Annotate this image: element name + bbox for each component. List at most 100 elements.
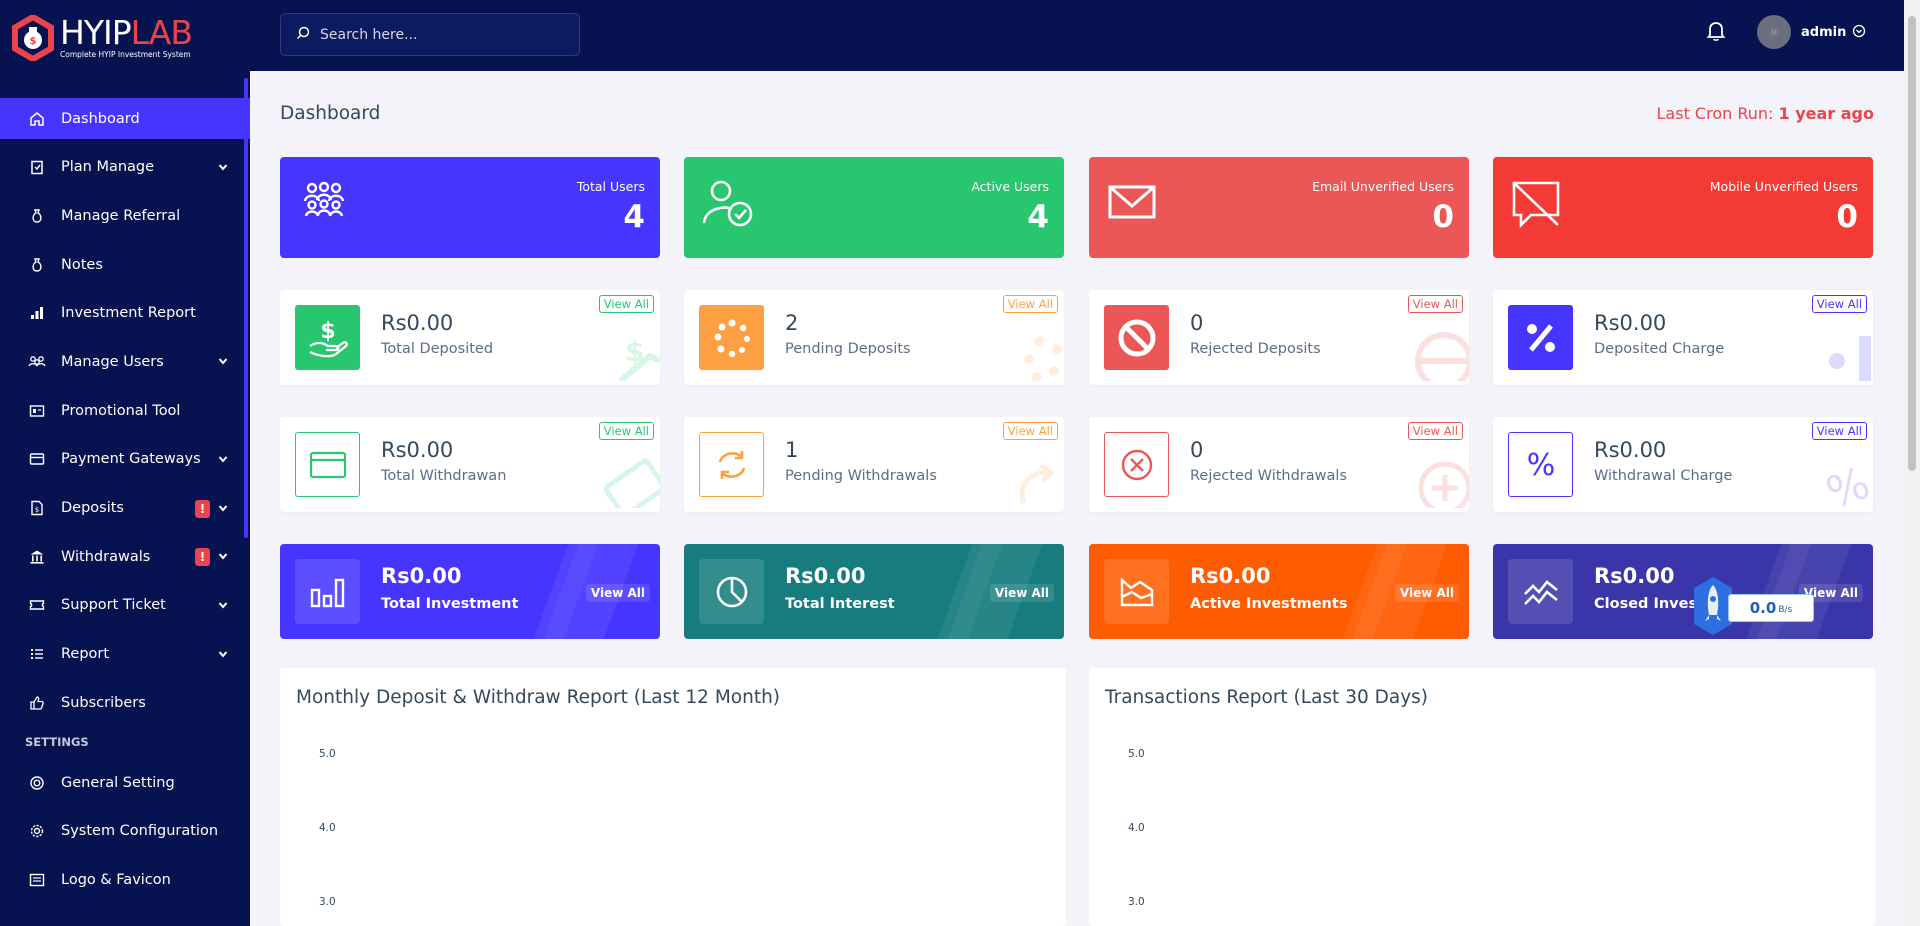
sidebar-item-label: Manage Referral [61, 207, 181, 224]
sidebar-item-label: Subscribers [61, 694, 146, 711]
search-input[interactable] [320, 26, 560, 43]
sidebar-item-payment-gateways[interactable]: Payment Gateways [0, 439, 250, 480]
widget-label: Active Investments [1190, 596, 1348, 612]
view-all-link[interactable]: View All [585, 584, 650, 602]
stat-value: 0 [1432, 199, 1454, 235]
sidebar-item-deposits[interactable]: $ Deposits ! [0, 488, 250, 529]
alert-badge: ! [195, 548, 210, 567]
widget-label: Total Deposited [381, 341, 494, 357]
user-menu[interactable]: Ⓜ admin [1757, 15, 1866, 49]
logo-mark-icon: $ [10, 13, 56, 63]
view-all-link[interactable]: View All [598, 295, 654, 313]
svg-text:$: $ [625, 335, 644, 368]
user-name: admin [1801, 24, 1847, 40]
sidebar-item-manage-users[interactable]: Manage Users [0, 341, 250, 382]
sidebar-item-label: Plan Manage [61, 159, 155, 176]
search-box[interactable] [280, 13, 580, 56]
email-unverified-card[interactable]: Email Unverified Users 0 [1089, 157, 1469, 258]
view-all-link[interactable]: View All [1407, 422, 1463, 440]
view-all-link[interactable]: View All [1407, 295, 1463, 313]
network-speed-overlay[interactable]: 0.0 B/s [1690, 575, 1814, 641]
sidebar-item-logo-favicon[interactable]: Logo & Favicon [0, 860, 250, 901]
sidebar-item-withdrawals[interactable]: Withdrawals ! [0, 536, 250, 577]
sidebar-item-label: Support Ticket [61, 597, 166, 614]
brand-name-b: LAB [130, 13, 193, 52]
area-chart-icon [1104, 559, 1169, 624]
stat-value: 4 [1027, 199, 1049, 235]
svg-text:$: $ [320, 319, 335, 344]
page-scrollbar-thumb[interactable] [1908, 16, 1916, 471]
sidebar-item-label: Notes [61, 256, 103, 273]
pending-deposits-widget: 2 Pending Deposits View All [684, 290, 1064, 385]
bell-icon[interactable] [1706, 20, 1726, 46]
total-withdrawan-widget: Rs0.00 Total Withdrawan View All [280, 417, 660, 512]
sidebar-item-system-configuration[interactable]: System Configuration [0, 811, 250, 852]
sidebar-item-manage-referral[interactable]: Manage Referral [0, 195, 250, 236]
sidebar-item-label: General Setting [61, 774, 175, 791]
view-all-link[interactable]: View All [1798, 584, 1863, 602]
speed-unit: B/s [1778, 605, 1793, 615]
settings-section-label: SETTINGS [25, 735, 89, 750]
sidebar-item-plan-manage[interactable]: Plan Manage [0, 147, 250, 188]
withdrawal-charge-widget: % Rs0.00 Withdrawal Charge View All % [1493, 417, 1873, 512]
sidebar-item-label: Dashboard [61, 110, 140, 127]
spinner-icon [699, 305, 764, 370]
sidebar-item-notes[interactable]: Notes [0, 244, 250, 285]
widget-value: Rs0.00 [1594, 438, 1667, 462]
clipboard-icon [27, 157, 47, 177]
times-circle-icon [1104, 432, 1169, 497]
view-all-link[interactable]: View All [1811, 422, 1867, 440]
sidebar-item-general-setting[interactable]: General Setting [0, 762, 250, 803]
view-all-link[interactable]: View All [1811, 295, 1867, 313]
users-icon [27, 352, 47, 372]
widget-label: Rejected Deposits [1190, 341, 1321, 357]
sidebar-item-dashboard[interactable]: Dashboard [0, 98, 250, 139]
monthly-report-chart: Monthly Deposit & Withdraw Report (Last … [280, 668, 1066, 926]
y-tick-label: 5.0 [1128, 748, 1145, 760]
widget-label: Deposited Charge [1594, 341, 1725, 357]
total-users-card[interactable]: Total Users 4 [280, 157, 660, 258]
view-all-link[interactable]: View All [1394, 584, 1459, 602]
y-tick-label: 4.0 [319, 822, 336, 834]
search-icon [296, 25, 310, 44]
view-all-link[interactable]: View All [1002, 295, 1058, 313]
user-check-icon [702, 179, 758, 235]
envelope-icon [1107, 179, 1159, 227]
sidebar-item-investment-report[interactable]: Investment Report [0, 293, 250, 334]
sidebar-item-label: Investment Report [61, 305, 196, 322]
brand-logo[interactable]: $ HYIPLAB Complete HYIP Investment Syste… [0, 0, 250, 76]
chart-bar-icon [295, 559, 360, 624]
sidebar-item-promotional-tool[interactable]: Promotional Tool [0, 390, 250, 431]
stat-value: 0 [1836, 199, 1858, 235]
sidebar-item-report[interactable]: Report [0, 634, 250, 675]
view-all-link[interactable]: View All [1002, 422, 1058, 440]
sidebar-item-subscribers[interactable]: Subscribers [0, 682, 250, 723]
chevron-down-icon [218, 598, 228, 614]
sidebar-item-support-ticket[interactable]: Support Ticket [0, 585, 250, 626]
view-all-link[interactable]: View All [989, 584, 1054, 602]
ban-decoration-icon [1409, 326, 1469, 385]
sidebar-item-label: Manage Users [61, 353, 164, 370]
life-ring-icon [27, 773, 47, 793]
sidebar-scrollbar[interactable] [244, 78, 248, 538]
users-group-icon [298, 179, 350, 223]
stat-label: Email Unverified Users [1312, 179, 1454, 194]
speed-readout: 0.0 B/s [1728, 594, 1814, 622]
chevron-down-icon [218, 501, 228, 517]
cron-status: Last Cron Run: 1 year ago [1657, 104, 1874, 123]
chart-title: Transactions Report (Last 30 Days) [1105, 687, 1429, 708]
view-all-link[interactable]: View All [598, 422, 654, 440]
widget-value: Rs0.00 [1190, 564, 1271, 588]
chevron-down-icon [218, 354, 228, 370]
page-scrollbar[interactable] [1904, 0, 1920, 926]
mobile-unverified-card[interactable]: Mobile Unverified Users 0 [1493, 157, 1873, 258]
stat-label: Active Users [971, 179, 1049, 194]
list-icon [27, 644, 47, 664]
active-users-card[interactable]: Active Users 4 [684, 157, 1064, 258]
widget-label: Pending Withdrawals [785, 468, 937, 484]
svg-text:%: % [1820, 457, 1873, 508]
svg-text:%: % [1526, 448, 1555, 483]
line-chart-icon [1508, 559, 1573, 624]
sync-decoration-icon [1009, 453, 1064, 512]
widget-value: 0 [1190, 438, 1204, 462]
